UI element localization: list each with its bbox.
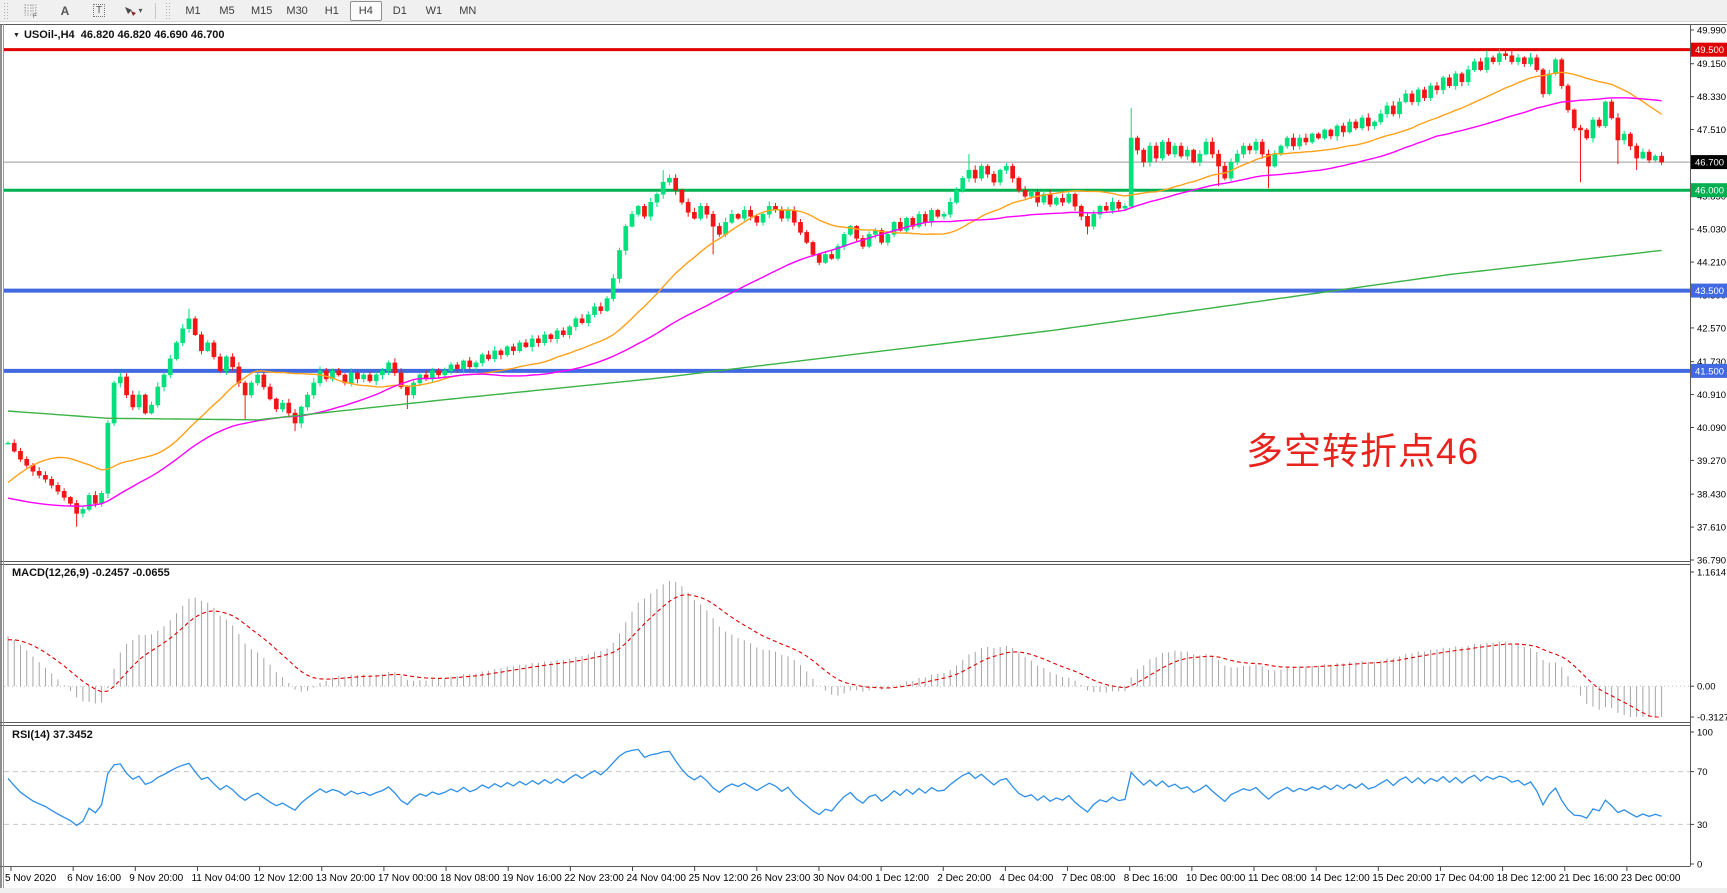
- price-badge-49.500: [1691, 42, 1727, 57]
- time-axis-label: 4 Dec 04:00: [999, 873, 1053, 884]
- timeframe-m1[interactable]: M1: [185, 4, 201, 17]
- time-axis-label: 12 Nov 12:00: [254, 873, 314, 884]
- toolbar-grip-2[interactable]: [165, 2, 172, 19]
- rsi-axis-label: 70: [1697, 767, 1708, 778]
- timeframe-m30[interactable]: M30: [286, 4, 308, 17]
- text-label-icon[interactable]: A: [49, 1, 81, 21]
- price-axis[interactable]: 49.99049.15048.33047.51046.69045.85045.0…: [1690, 26, 1727, 871]
- candles-series: [5, 48, 1664, 527]
- time-axis-label: 26 Nov 23:00: [751, 873, 811, 884]
- toolbar-grip[interactable]: [3, 2, 10, 19]
- ma-fast-line: [7, 71, 1662, 484]
- y-axis-label: 36.790: [1697, 556, 1726, 567]
- time-axis-label: 21 Dec 16:00: [1559, 873, 1619, 884]
- y-axis-label: 38.430: [1697, 490, 1726, 501]
- y-axis-label: 41.730: [1697, 357, 1726, 368]
- y-axis-label: 48.330: [1697, 92, 1726, 103]
- y-axis-label: 42.570: [1697, 323, 1726, 334]
- ma-slow-line: [7, 249, 1662, 421]
- arrows-glyph: [125, 6, 137, 16]
- grid-f-glyph: F: [24, 4, 37, 18]
- price-badge-label: 43.500: [1695, 286, 1724, 297]
- time-axis-label: 2 Dec 20:00: [937, 873, 991, 884]
- y-axis-label: 49.990: [1697, 26, 1726, 37]
- time-axis-label: 19 Nov 16:00: [502, 873, 562, 884]
- macd-axis-label: -0.3127: [1697, 713, 1727, 724]
- main-price-panel: [4, 48, 1690, 527]
- macd-axis-label: 1.1614: [1697, 568, 1726, 579]
- y-axis-label: 44.210: [1697, 258, 1726, 269]
- letter-a-glyph: A: [60, 3, 70, 18]
- timeframe-w1[interactable]: W1: [425, 4, 443, 17]
- boxed-t-glyph: T: [92, 4, 106, 17]
- timeframe-m15[interactable]: M15: [251, 4, 273, 17]
- time-axis-label: 18 Nov 08:00: [440, 873, 500, 884]
- time-axis-label: 11 Dec 08:00: [1248, 873, 1307, 884]
- timeframe-d1[interactable]: D1: [392, 4, 407, 17]
- y-axis-label: 45.850: [1697, 192, 1726, 203]
- y-axis-label: 39.270: [1697, 456, 1726, 467]
- time-axis-label: 22 Nov 23:00: [564, 873, 624, 884]
- price-badge-label: 49.500: [1695, 45, 1724, 56]
- time-axis-label: 9 Nov 20:00: [129, 873, 183, 884]
- price-badge-label: 46.000: [1695, 186, 1724, 197]
- y-axis-label: 40.910: [1697, 390, 1726, 401]
- time-axis-label: 25 Nov 12:00: [689, 873, 749, 884]
- rsi-line: [7, 748, 1662, 827]
- timeframe-group: M1 M5 M15 M30 H1 H4 D1 W1 MN: [177, 0, 484, 21]
- time-axis[interactable]: 5 Nov 2020 6 Nov 16:00 9 Nov 20:00 11 Nov 0…: [5, 866, 1681, 885]
- price-badge-46.700: [1691, 155, 1727, 170]
- bottom-strip: [0, 888, 1727, 893]
- timeframe-m5[interactable]: M5: [219, 4, 235, 17]
- time-axis-label: 30 Nov 04:00: [813, 873, 873, 884]
- time-axis-label: 7 Dec 08:00: [1062, 873, 1116, 884]
- dropdown-caret-icon[interactable]: ▾: [138, 6, 143, 15]
- time-axis-label: 11 Nov 04:00: [191, 873, 250, 884]
- text-box-icon[interactable]: T: [83, 1, 115, 21]
- rsi-axis-label: 100: [1697, 728, 1713, 739]
- time-axis-label: 18 Dec 12:00: [1497, 873, 1557, 884]
- time-axis-label: 5 Nov 2020: [5, 873, 57, 884]
- macd-signal-line: [8, 594, 1662, 718]
- time-axis-label: 6 Nov 16:00: [67, 873, 121, 884]
- time-axis-label: 23 Dec 00:00: [1621, 873, 1681, 884]
- time-axis-label: 24 Nov 04:00: [627, 873, 687, 884]
- y-axis-label: 45.030: [1697, 225, 1726, 236]
- time-axis-label: 14 Dec 12:00: [1310, 873, 1370, 884]
- y-axis-label: 40.090: [1697, 423, 1726, 434]
- time-axis-label: 10 Dec 00:00: [1186, 873, 1246, 884]
- toolbar-separator: [155, 2, 156, 19]
- timeframe-mn[interactable]: MN: [459, 4, 477, 17]
- timeframe-h1[interactable]: H1: [324, 4, 339, 17]
- y-axis-label: 37.610: [1697, 523, 1726, 534]
- rsi-panel: [4, 748, 1690, 827]
- rsi-axis-label: 30: [1697, 820, 1708, 831]
- price-badge-label: 41.500: [1695, 366, 1724, 377]
- toolbar: F A T ▾ M1 M5 M15 M30 H1 H4 D1 W1 MN: [0, 0, 1727, 22]
- time-axis-label: 8 Dec 16:00: [1124, 873, 1178, 884]
- time-axis-label: 17 Dec 04:00: [1434, 873, 1494, 884]
- time-axis-label: 17 Nov 00:00: [378, 873, 438, 884]
- timeframe-h4[interactable]: H4: [349, 0, 382, 21]
- grid-f-icon[interactable]: F: [15, 1, 47, 21]
- y-axis-label: 49.150: [1697, 59, 1726, 70]
- price-badge-43.500: [1691, 283, 1727, 298]
- macd-panel: [4, 581, 1690, 718]
- time-axis-label: 15 Dec 20:00: [1372, 873, 1432, 884]
- price-badge-41.500: [1691, 363, 1727, 378]
- ma-mid-line: [7, 97, 1662, 507]
- price-badge-46.000: [1691, 183, 1727, 198]
- rsi-axis-label: 0: [1697, 860, 1702, 871]
- panel-borders: [0, 24, 1727, 893]
- y-axis-label: 47.510: [1697, 125, 1726, 136]
- arrows-icon[interactable]: ▾: [117, 1, 149, 21]
- svg-text:F: F: [33, 14, 37, 18]
- time-axis-label: 13 Nov 20:00: [316, 873, 376, 884]
- macd-axis-label: 0.00: [1697, 682, 1716, 693]
- price-badge-label: 46.700: [1695, 158, 1724, 169]
- time-axis-label: 1 Dec 12:00: [875, 873, 929, 884]
